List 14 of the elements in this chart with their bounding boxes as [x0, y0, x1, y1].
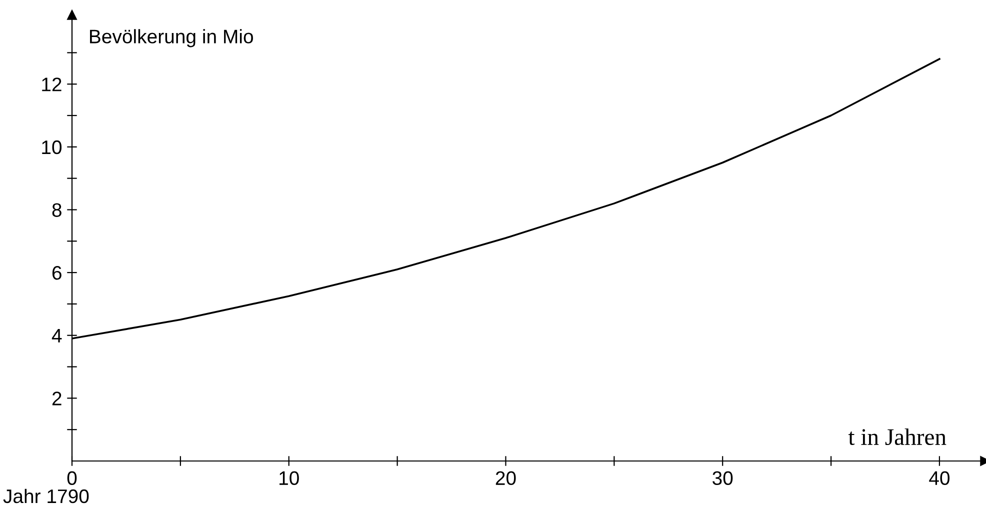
x-tick-label: 0 — [67, 471, 77, 486]
x-tick-label: 30 — [712, 471, 733, 486]
y-tick-label: 2 — [52, 392, 62, 406]
x-tick-label: 20 — [496, 471, 516, 486]
text: Jahr 1790 — [3, 488, 89, 504]
y-tick-label: 8 — [52, 203, 62, 217]
y-axis-title: Bevölkerung in Mio — [90, 29, 253, 48]
x-tick-label: 10 — [280, 471, 299, 486]
x-tick-label: 40 — [929, 471, 950, 486]
y-tick-label: 12 — [42, 78, 62, 92]
y-tick-label: 10 — [42, 140, 62, 154]
y-tick-label: 4 — [52, 329, 62, 342]
y-tick-label: 6 — [52, 266, 62, 280]
x-axis-title: t in Jahren — [848, 428, 946, 446]
